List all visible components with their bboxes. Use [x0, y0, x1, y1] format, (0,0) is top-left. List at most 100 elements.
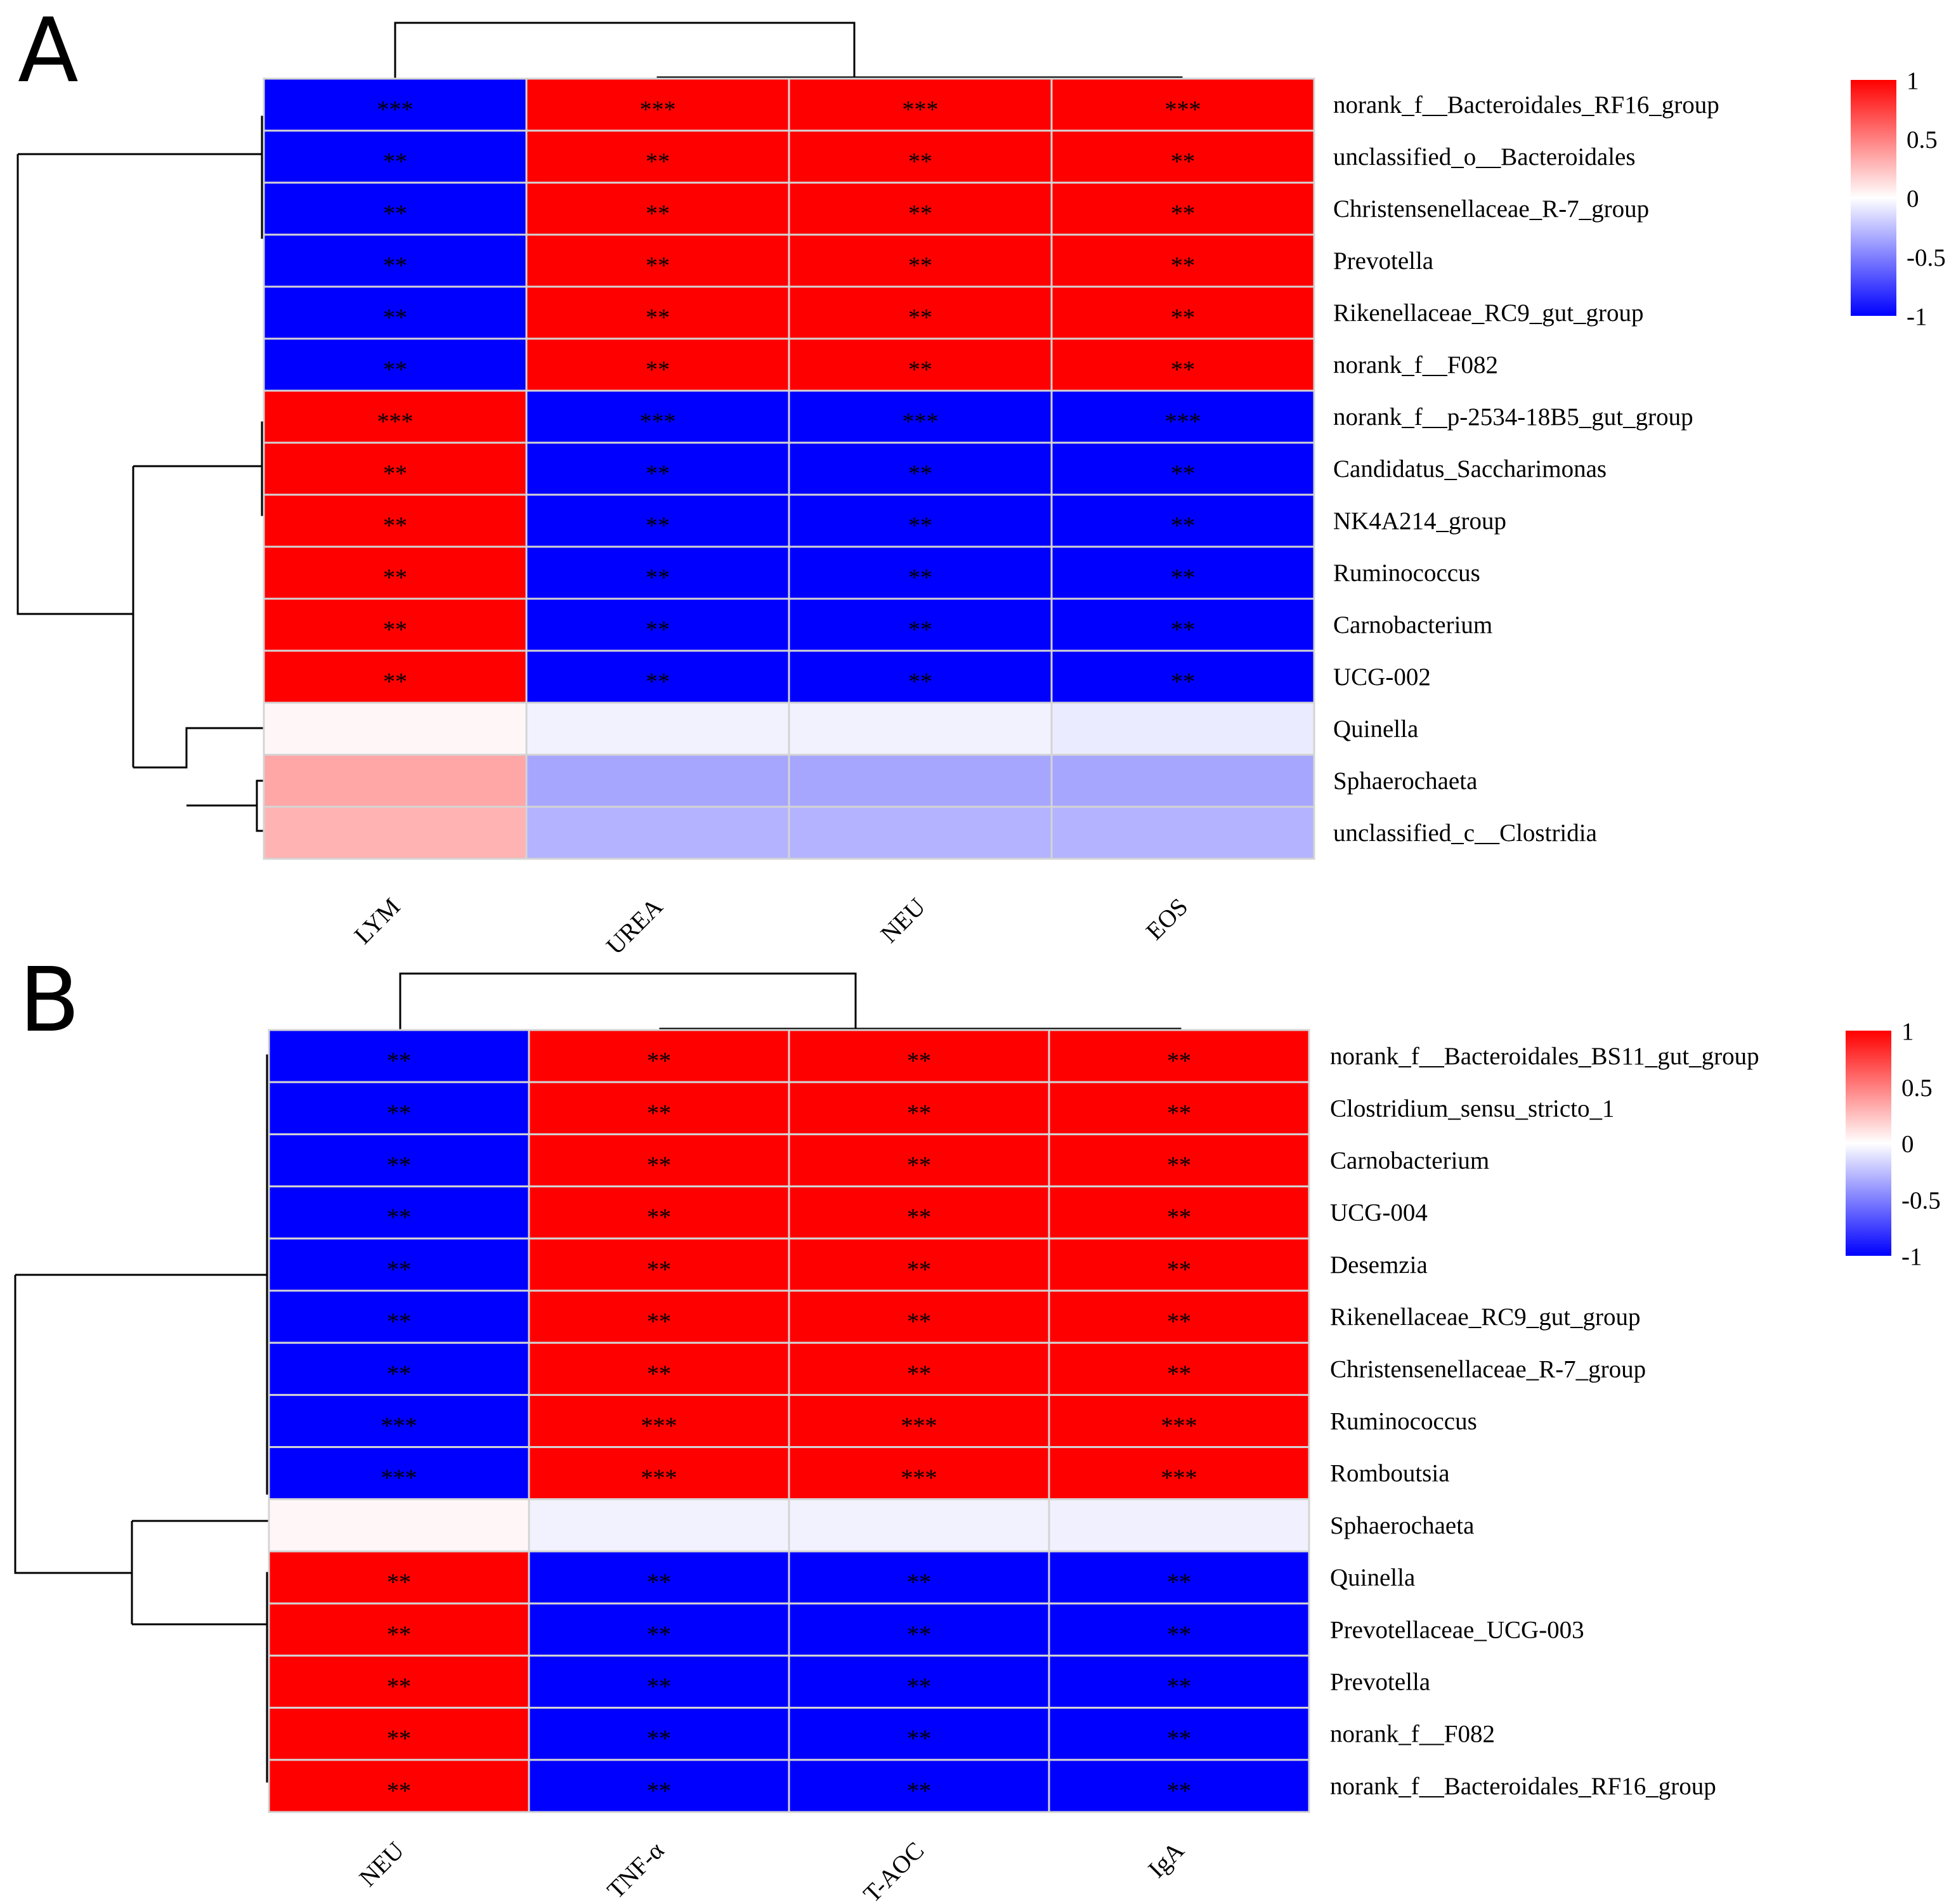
row-label-carnobacterium: Carnobacterium [1333, 611, 1492, 639]
row-label-ucg-002: UCG-002 [1333, 663, 1431, 691]
significance-label: ** [907, 1048, 931, 1074]
column-label-neu: NEU [875, 893, 930, 948]
significance-label: ** [383, 200, 407, 227]
significance-label: ** [1171, 304, 1195, 331]
heatmap-cell-norank-f-bacteroidales-rf16-group-urea [525, 77, 790, 132]
heatmap-cell-prevotella-tnf [528, 1654, 790, 1709]
significance-label: *** [381, 1413, 417, 1440]
heatmap-cell-rikenellaceae-rc9-gut-group-neu [788, 285, 1053, 340]
heatmap-cell-carnobacterium-neu [268, 1133, 530, 1188]
significance-label: ** [908, 668, 932, 695]
significance-label: ** [1171, 668, 1195, 695]
row-label-quinella: Quinella [1333, 715, 1418, 743]
significance-label: ** [647, 1152, 671, 1179]
significance-label: ** [647, 1726, 671, 1752]
row-label-romboutsia: Romboutsia [1330, 1460, 1450, 1487]
significance-label: ** [907, 1778, 931, 1804]
heatmap-cell-candidatus-saccharimonas-neu [788, 441, 1053, 496]
significance-label: ** [387, 1726, 411, 1752]
significance-label: ** [383, 460, 407, 487]
significance-label: ** [1171, 512, 1195, 539]
significance-label: ** [647, 1569, 671, 1596]
significance-label: ** [383, 512, 407, 539]
significance-label: ** [383, 304, 407, 331]
significance-label: ** [646, 252, 670, 279]
significance-label: ** [1167, 1674, 1191, 1700]
heatmap-cell-clostridium-sensu-stricto-1-neu [268, 1081, 530, 1135]
significance-label: ** [647, 1778, 671, 1804]
panel-a-cells [263, 77, 1315, 860]
significance-label: *** [640, 408, 676, 435]
significance-label: ** [1167, 1204, 1191, 1231]
row-label-unclassified-c-clostridia: unclassified_c__Clostridia [1333, 819, 1597, 847]
significance-label: ** [1171, 356, 1195, 383]
significance-label: ** [1167, 1308, 1191, 1335]
row-label-nk4a214-group: NK4A214_group [1333, 507, 1506, 535]
panel-a-column-dendrogram [394, 22, 1183, 79]
significance-label: ** [387, 1100, 411, 1126]
heatmap-cell-carnobacterium-tnf [528, 1133, 790, 1188]
significance-label: ** [908, 616, 932, 643]
significance-label: ** [907, 1674, 931, 1700]
color-scale-tick-label: -0.5 [1901, 1187, 1941, 1214]
significance-label: *** [377, 408, 414, 435]
significance-label: ** [1171, 564, 1195, 591]
panel-b-column-dendrogram [399, 972, 1182, 1030]
significance-label: ** [907, 1152, 931, 1179]
color-scale-tick-label: 0.5 [1907, 126, 1938, 153]
heatmap-cell-desemzia-t-aoc [788, 1237, 1050, 1292]
panel-b-color-scale: 1 0.5 0 -0.5 -1 [1846, 1018, 1941, 1270]
heatmap-cell-ucg-002-urea [525, 649, 790, 704]
heatmap-cell-christensenellaceae-r-7-group-t-aoc [788, 1341, 1050, 1396]
significance-label: ** [383, 616, 407, 643]
significance-label: ** [1167, 1569, 1191, 1596]
significance-label: ** [387, 1152, 411, 1179]
significance-label: ** [387, 1778, 411, 1804]
row-label-ucg-004: UCG-004 [1330, 1199, 1428, 1227]
heatmap-cell-ruminococcus-tnf [528, 1393, 790, 1449]
heatmap-cell-sphaerochaeta-t-aoc [788, 1498, 1050, 1553]
heatmap-cell-ucg-002-lym [263, 649, 528, 704]
significance-label: *** [641, 1413, 677, 1440]
significance-label: ** [646, 356, 670, 383]
row-label-sphaerochaeta: Sphaerochaeta [1330, 1512, 1474, 1539]
row-label-sphaerochaeta: Sphaerochaeta [1333, 767, 1477, 795]
row-label-unclassified-o-bacteroidales: unclassified_o__Bacteroidales [1333, 143, 1636, 171]
panel-a-color-scale-bar [1851, 80, 1896, 316]
heatmap-cell-sphaerochaeta-tnf [528, 1498, 790, 1553]
significance-label: ** [1171, 200, 1195, 227]
heatmap-cell-ruminococcus-neu [788, 545, 1053, 600]
significance-label: ** [646, 512, 670, 539]
heatmap-cell-christensenellaceae-r-7-group-urea [525, 181, 790, 236]
significance-label: ** [647, 1360, 671, 1387]
heatmap-cell-candidatus-saccharimonas-lym [263, 441, 528, 496]
heatmap-cell-unclassified-o-bacteroidales-urea [525, 129, 790, 184]
significance-label: ** [1167, 1778, 1191, 1804]
significance-label: ** [907, 1360, 931, 1387]
significance-label: ** [1167, 1048, 1191, 1074]
significance-label: ** [907, 1204, 931, 1231]
heatmap-cell-norank-f-f082-urea [525, 337, 790, 392]
significance-label: ** [387, 1308, 411, 1335]
row-label-ruminococcus: Ruminococcus [1330, 1408, 1477, 1435]
significance-label: ** [1167, 1726, 1191, 1752]
row-label-carnobacterium: Carnobacterium [1330, 1147, 1489, 1175]
heatmap-cell-norank-f-bacteroidales-bs11-gut-group-iga [1048, 1029, 1310, 1083]
significance-label: *** [381, 1465, 417, 1492]
heatmap-cell-norank-f-f082-neu [788, 337, 1053, 392]
heatmap-border [263, 77, 1315, 860]
row-label-rikenellaceae-rc9-gut-group: Rikenellaceae_RC9_gut_group [1333, 299, 1644, 327]
row-label-norank-f-bacteroidales-bs11-gut-group: norank_f__Bacteroidales_BS11_gut_group [1330, 1043, 1759, 1070]
significance-label: ** [647, 1100, 671, 1126]
significance-label: ** [1171, 252, 1195, 279]
significance-label: ** [908, 564, 932, 591]
significance-label: ** [646, 668, 670, 695]
heatmap-cell-sphaerochaeta-neu [268, 1498, 530, 1553]
heatmap-cell-unclassified-c-clostridia-eos [1050, 805, 1315, 860]
heatmap-cell-rikenellaceae-rc9-gut-group-tnf [528, 1289, 790, 1344]
heatmap-cell-quinella-neu [788, 701, 1053, 756]
significance-label: ** [1167, 1100, 1191, 1126]
significance-label: ** [647, 1674, 671, 1700]
heatmap-cell-ucg-004-t-aoc [788, 1185, 1050, 1240]
color-scale-tick-label: 0 [1901, 1131, 1914, 1158]
